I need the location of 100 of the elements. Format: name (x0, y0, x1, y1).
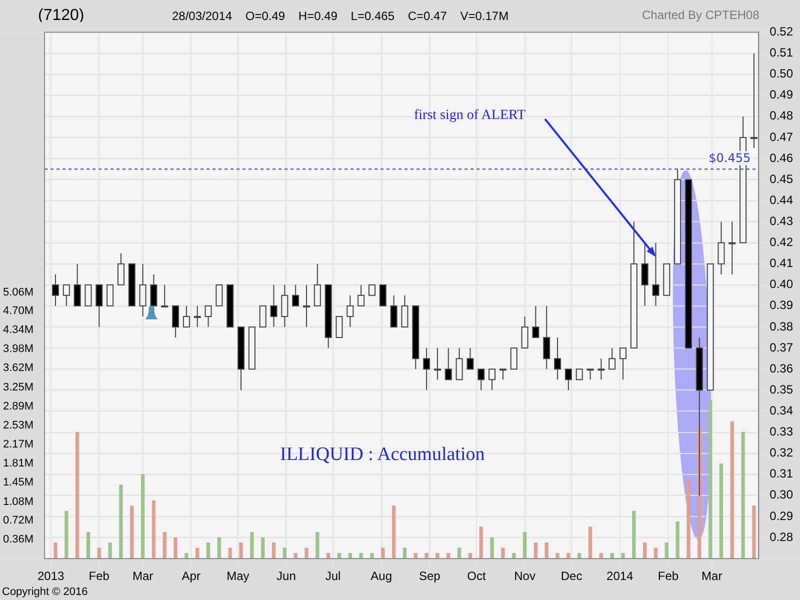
bar (730, 421, 734, 559)
y-tick-label: 0.50 (770, 66, 794, 81)
y-tick-label: 0.51 (770, 46, 794, 60)
bar (402, 548, 407, 559)
y-tick-label: 0.39 (770, 298, 794, 312)
x-tick-label: 2013 (37, 569, 64, 584)
bar (522, 532, 527, 559)
bar (654, 548, 658, 559)
bar (566, 553, 570, 559)
bar (556, 553, 560, 559)
y2-tick-label: 0.36M (2, 534, 34, 546)
y2-tick-label: 4.34M (2, 324, 34, 336)
bar (424, 553, 428, 559)
bar (381, 548, 385, 559)
ref-line-label: $0.455 (708, 151, 751, 166)
bar (196, 548, 200, 559)
bar (676, 521, 680, 559)
bar (359, 553, 363, 559)
y2-tick-label: 2.53M (2, 419, 34, 432)
bar (632, 510, 636, 559)
x-tick-label: 2014 (606, 569, 634, 584)
annotation: ILLIQUID : Accumulation (280, 444, 485, 466)
chart-subtitle: 28/03/2014 O=0.49 H=0.49 L=0.465 C=0.47 V=0.17M (172, 9, 509, 23)
bar (272, 542, 276, 559)
y2-tick-label: 0.72M (2, 514, 34, 527)
bar (304, 548, 308, 559)
y2-tick-label: 5.06M (2, 286, 34, 298)
bar (261, 537, 265, 559)
y-tick-label: 0.41 (770, 256, 794, 270)
bar (162, 532, 166, 559)
y-tick-label: 0.40 (770, 277, 794, 292)
y-tick-label: 0.45 (770, 172, 794, 186)
y-tick-label: 0.28 (770, 530, 794, 544)
y-tick-label: 0.35 (770, 382, 794, 396)
bar (119, 484, 123, 559)
bar (686, 479, 690, 559)
x-tick-label: Nov (514, 569, 536, 584)
bar (588, 526, 592, 559)
y-tick-label: 0.37 (770, 340, 794, 354)
bar (708, 400, 712, 559)
bar (140, 474, 145, 559)
x-tick-label: Apr (182, 569, 200, 584)
text: Copyright © 2016 (2, 586, 88, 598)
annotation: first sign of ALERT (414, 108, 526, 124)
x-tick-label: Jun (276, 569, 296, 584)
x-tick-label: Oct (467, 569, 486, 584)
bar (174, 537, 178, 559)
bar (719, 464, 724, 559)
y-tick-label: 0.49 (770, 88, 794, 102)
y2-tick-label: 1.08M (2, 496, 34, 508)
x-tick-label: Mar (702, 569, 722, 584)
y-tick-label: 0.31 (770, 466, 794, 481)
x-tick-label: Feb (88, 569, 110, 584)
y-tick-label: 0.34 (770, 404, 794, 418)
bar (457, 548, 462, 559)
bar (741, 432, 745, 559)
x-tick-label: Jul (325, 569, 341, 584)
y2-tick-label: 3.25M (2, 382, 34, 394)
y2-tick-label: 3.98M (2, 343, 34, 356)
bar (130, 506, 134, 559)
chart-title: (7120) (38, 7, 84, 25)
bar (64, 510, 68, 559)
bar (316, 532, 320, 559)
x-tick-label: May (226, 569, 250, 584)
bar (228, 548, 232, 559)
text: Charted By CPTEH08 (642, 8, 760, 22)
bar (75, 432, 80, 559)
y-tick-label: 0.44 (770, 192, 794, 207)
y-tick-label: 0.38 (770, 319, 794, 334)
x-tick-label: Aug (370, 569, 392, 584)
y-tick-label: 0.47 (770, 130, 794, 144)
y-tick-label: 0.42 (770, 235, 794, 250)
y-tick-label: 0.33 (770, 424, 794, 439)
y2-tick-label: 3.62M (2, 362, 34, 374)
x-tick-label: Mar (132, 569, 154, 584)
bar (184, 553, 188, 559)
bar (217, 537, 222, 559)
bar (54, 542, 58, 559)
y-tick-label: 0.48 (770, 108, 794, 123)
bar (392, 506, 396, 559)
y2-tick-label: 2.89M (2, 400, 34, 412)
y-tick-label: 0.46 (770, 150, 794, 165)
x-tick-label: Sep (418, 569, 441, 584)
y2-tick-label: 1.81M (2, 457, 34, 470)
bar (108, 542, 112, 559)
y-tick-label: 0.30 (770, 488, 794, 502)
bar (534, 542, 538, 559)
y2-tick-label: 4.70M (2, 305, 34, 318)
y-tick-label: 0.36 (770, 361, 794, 376)
bar (643, 542, 647, 559)
x-tick-label: Dec (560, 569, 582, 584)
y2-tick-label: 2.17M (2, 438, 34, 450)
bar (544, 542, 548, 559)
bar (621, 553, 625, 559)
bar (752, 506, 756, 559)
bar (86, 532, 90, 559)
bar (501, 548, 505, 559)
bar (664, 542, 668, 559)
y-tick-label: 0.43 (770, 214, 794, 228)
y2-tick-label: 1.45M (2, 476, 34, 488)
